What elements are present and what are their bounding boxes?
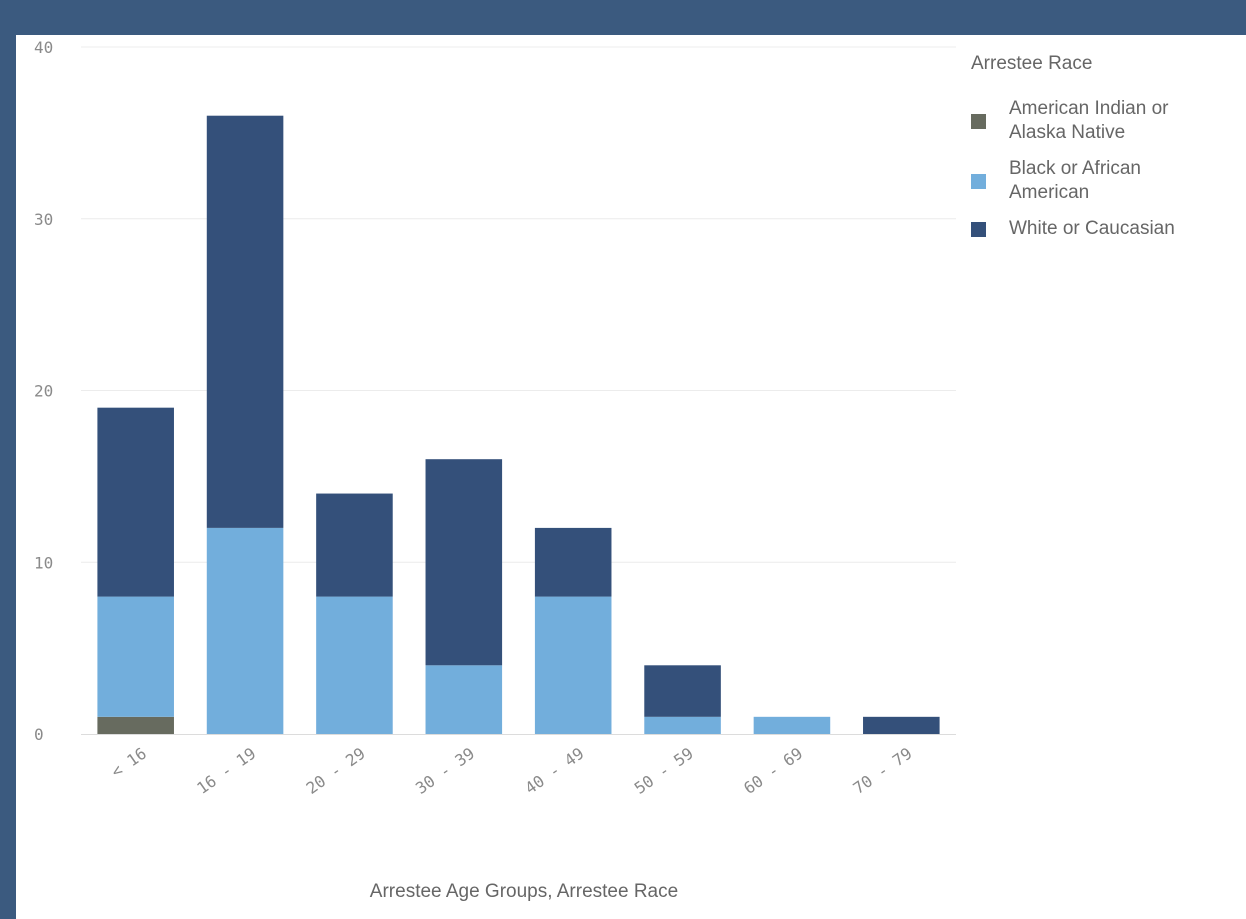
legend-swatch <box>971 113 986 129</box>
y-axis-ticks: 0 10 20 30 40 <box>34 38 53 744</box>
x-tick-label: 30 - 39 <box>412 744 478 798</box>
x-axis-ticks: < 16 16 - 19 20 - 29 30 - 39 40 - 49 50 - 59 6… <box>108 744 916 798</box>
y-tick-label: 0 <box>34 725 44 744</box>
bar-segment[interactable] <box>425 665 503 734</box>
bar-segment[interactable] <box>316 596 393 734</box>
bar-segment[interactable] <box>206 115 284 528</box>
bar-segment[interactable] <box>425 459 503 666</box>
x-tick-label: 60 - 69 <box>740 744 806 798</box>
bar-segment[interactable] <box>534 527 612 597</box>
x-tick-label: < 16 <box>108 744 150 782</box>
bar-segment[interactable] <box>534 596 612 734</box>
legend-item[interactable]: Black or African American <box>971 157 1241 205</box>
bar-segment[interactable] <box>97 596 174 717</box>
x-tick-label: 50 - 59 <box>631 744 697 798</box>
bar-segment[interactable] <box>644 716 721 734</box>
x-tick-label: 20 - 29 <box>303 744 369 798</box>
legend-label: White or Caucasian <box>1009 218 1175 239</box>
bar-segment[interactable] <box>316 493 393 597</box>
bar-segment[interactable] <box>97 407 174 597</box>
bars <box>97 115 940 734</box>
bar-segment[interactable] <box>863 716 940 734</box>
legend-items: American Indian or Alaska Native Black or… <box>971 97 1241 241</box>
legend-item[interactable]: White or Caucasian <box>971 217 1241 241</box>
legend: Arrestee Race American Indian or Alaska … <box>971 53 1241 253</box>
y-tick-label: 40 <box>34 38 53 57</box>
legend-title: Arrestee Race <box>971 53 1093 74</box>
chart-panel: 0 10 20 30 40 < 16 16 - 19 20 - 29 30 - 39 40 - … <box>16 35 1246 919</box>
legend-label: American Indian or Alaska Native <box>1009 98 1169 143</box>
bar-segment[interactable] <box>644 665 721 717</box>
legend-swatch <box>971 221 986 237</box>
bar-segment[interactable] <box>753 716 831 734</box>
legend-label: Black or African American <box>1009 158 1141 203</box>
bar-segment[interactable] <box>97 716 174 734</box>
legend-item[interactable]: American Indian or Alaska Native <box>971 97 1241 145</box>
legend-swatch <box>971 173 986 189</box>
y-tick-label: 20 <box>34 382 53 401</box>
stacked-bar-chart: 0 10 20 30 40 < 16 16 - 19 20 - 29 30 - 39 40 - … <box>34 38 956 902</box>
x-tick-label: 40 - 49 <box>521 744 587 798</box>
bar-segment[interactable] <box>206 527 284 734</box>
y-tick-label: 10 <box>34 553 53 572</box>
x-tick-label: 70 - 79 <box>849 744 915 798</box>
y-tick-label: 30 <box>34 210 53 229</box>
x-tick-label: 16 - 19 <box>193 744 259 798</box>
x-axis-title: Arrestee Age Groups, Arrestee Race <box>370 881 678 902</box>
